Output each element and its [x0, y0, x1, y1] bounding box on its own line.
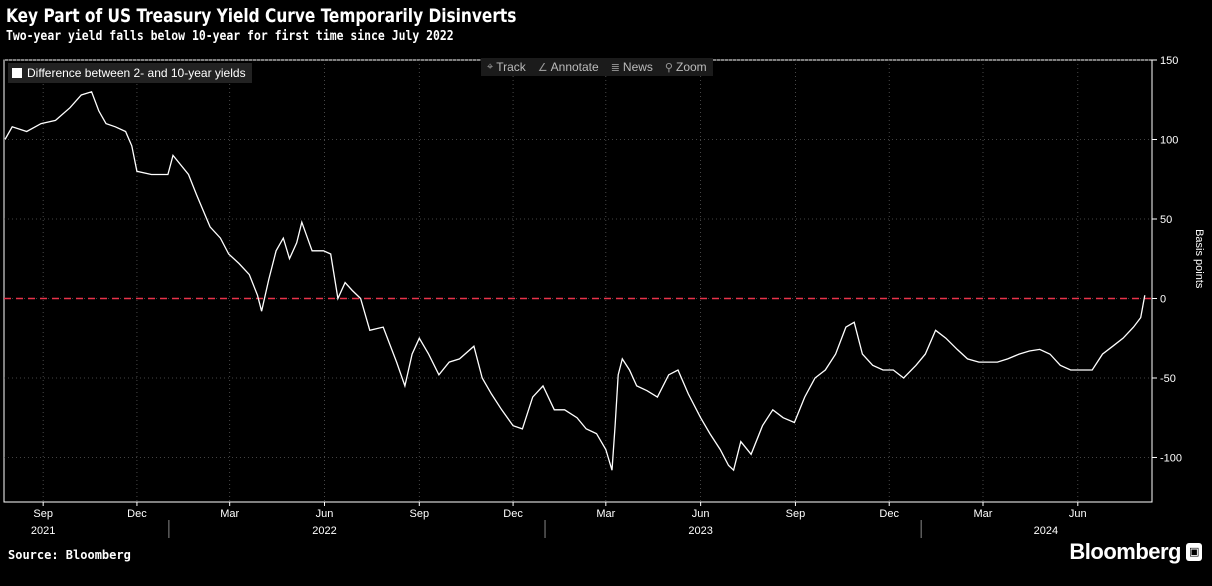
year-label: 2022 [312, 525, 336, 537]
annotate-button[interactable]: ∠ Annotate [538, 60, 599, 74]
news-icon: ≣ [610, 61, 620, 74]
x-tick-label: Mar [596, 508, 615, 520]
track-button[interactable]: ⌖ Track [487, 60, 526, 74]
x-tick-label: Dec [127, 508, 147, 520]
track-label: Track [496, 60, 526, 74]
y-tick-label: 100 [1160, 134, 1178, 146]
news-button[interactable]: ≣ News [611, 60, 653, 74]
year-label: 2023 [688, 525, 712, 537]
year-label: 2024 [1034, 525, 1058, 537]
x-tick-label: Jun [1069, 508, 1087, 520]
legend[interactable]: Difference between 2- and 10-year yields [8, 63, 252, 83]
brand-name: Bloomberg [1069, 539, 1181, 564]
x-tick-label: Dec [503, 508, 523, 520]
chart-toolbar: ⌖ Track ∠ Annotate ≣ News ⚲ Zoom [481, 58, 713, 76]
x-tick-label: Sep [786, 508, 806, 520]
source-note: Source: Bloomberg [8, 548, 131, 562]
annotate-label: Annotate [550, 60, 599, 74]
y-axis-label: Basis points [1193, 229, 1205, 289]
brand-logo: Bloomberg ▣ [1069, 539, 1202, 565]
series-line-2s10s [4, 90, 1146, 472]
pencil-icon: ∠ [537, 61, 548, 74]
zoom-button[interactable]: ⚲ Zoom [665, 60, 707, 74]
grid-lines [4, 59, 1152, 502]
plot-area [3, 59, 1153, 503]
legend-label: Difference between 2- and 10-year yields [27, 66, 246, 80]
x-tick-label: Jun [692, 508, 710, 520]
chart-subtitle: Two-year yield falls below 10-year for f… [6, 29, 454, 44]
y-axis: 150 100 50 0 -50 -100 [1152, 55, 1182, 464]
crosshair-icon: ⌖ [487, 60, 494, 73]
legend-swatch [12, 68, 22, 78]
news-label: News [622, 60, 653, 74]
year-label: 2021 [31, 525, 55, 537]
y-tick-label: 150 [1160, 55, 1178, 67]
bloomberg-terminal-icon: ▣ [1186, 543, 1202, 561]
y-tick-label: 50 [1160, 214, 1172, 226]
y-tick-label: 0 [1160, 293, 1166, 305]
magnifier-icon: ⚲ [664, 61, 673, 74]
x-tick-label: Jun [316, 508, 334, 520]
zoom-label: Zoom [675, 60, 707, 74]
x-tick-label: Mar [974, 508, 993, 520]
x-axis: Sep Dec Mar Jun Sep Dec Mar Jun Sep Dec Mar Jun 2021… [31, 502, 1087, 538]
x-tick-label: Dec [879, 508, 899, 520]
x-tick-label: Mar [220, 508, 239, 520]
y-tick-label: -100 [1160, 452, 1182, 464]
chart-title: Key Part of US Treasury Yield Curve Temp… [6, 5, 517, 27]
y-tick-label: -50 [1160, 373, 1176, 385]
x-tick-label: Sep [33, 508, 53, 520]
x-tick-label: Sep [410, 508, 430, 520]
